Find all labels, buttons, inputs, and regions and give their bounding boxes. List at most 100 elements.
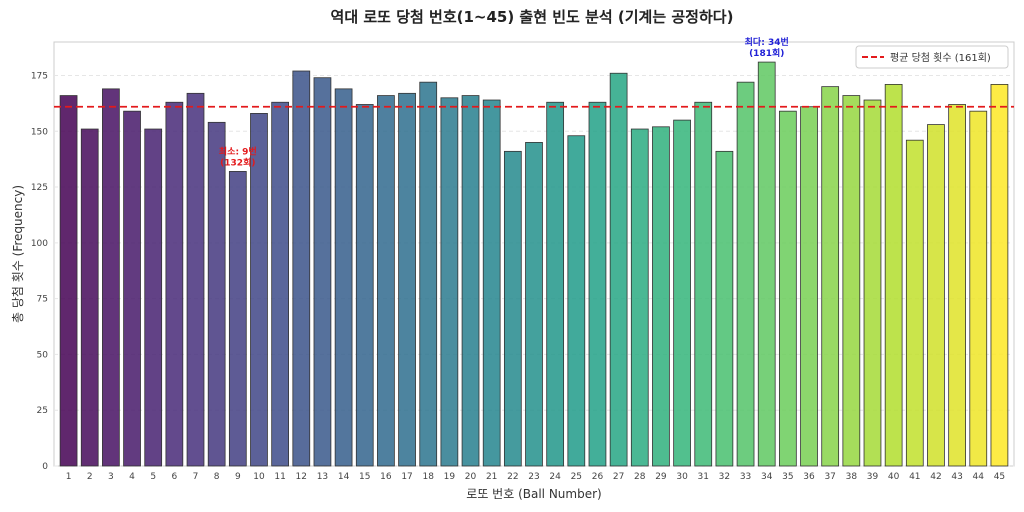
x-tick-label: 13 <box>317 472 328 482</box>
x-tick-label: 26 <box>592 472 604 482</box>
x-tick-label: 41 <box>909 472 920 482</box>
x-tick-label: 39 <box>867 472 879 482</box>
x-tick-label: 20 <box>465 472 477 482</box>
annotation-value: (132회) <box>220 156 255 168</box>
bar-8 <box>207 121 226 467</box>
bar-40 <box>884 84 903 467</box>
bar-2 <box>80 128 99 467</box>
x-tick-label: 44 <box>973 472 985 482</box>
x-tick-label: 45 <box>994 472 1005 482</box>
bar-7 <box>186 92 205 467</box>
x-tick-label: 11 <box>274 472 285 482</box>
x-tick-label: 31 <box>698 472 709 482</box>
y-tick-label: 100 <box>31 239 48 249</box>
bar-18 <box>419 81 438 467</box>
x-tick-label: 24 <box>549 472 561 482</box>
bar-39 <box>863 99 882 467</box>
bar-36 <box>800 106 818 467</box>
x-tick-label: 30 <box>676 472 688 482</box>
bar-45 <box>990 84 1009 467</box>
bar-38 <box>842 95 861 467</box>
x-tick-label: 32 <box>719 472 730 482</box>
x-tick-label: 1 <box>66 472 72 482</box>
bar-34 <box>757 61 776 467</box>
x-tick-label: 14 <box>338 472 350 482</box>
bar-25 <box>567 135 586 467</box>
legend-mean-label: 평균 당첨 횟수 (161회) <box>890 52 991 64</box>
x-tick-label: 2 <box>87 472 93 482</box>
bar-42 <box>927 124 945 467</box>
x-tick-label: 9 <box>235 472 241 482</box>
bar-10 <box>250 113 268 467</box>
y-tick-label: 175 <box>31 71 48 81</box>
annotation-value: (181회) <box>749 47 784 59</box>
bar-14 <box>334 88 353 467</box>
x-tick-label: 27 <box>613 472 624 482</box>
x-tick-label: 33 <box>740 472 751 482</box>
bar-24 <box>546 101 565 467</box>
x-axis-label: 로또 번호 (Ball Number) <box>466 487 601 501</box>
x-tick-label: 28 <box>634 472 646 482</box>
x-tick-label: 42 <box>930 472 941 482</box>
bar-44 <box>969 110 988 467</box>
x-tick-label: 36 <box>803 472 815 482</box>
legend: 평균 당첨 횟수 (161회) <box>855 45 1009 69</box>
x-tick-label: 16 <box>380 472 392 482</box>
x-tick-label: 18 <box>422 472 434 482</box>
bar-15 <box>355 104 374 467</box>
x-tick-label: 43 <box>951 472 962 482</box>
bar-3 <box>102 88 120 467</box>
bar-12 <box>292 70 311 467</box>
bar-20 <box>461 95 480 467</box>
annotation-label: 최다: 34번 <box>745 36 789 48</box>
bar-43 <box>948 104 966 467</box>
y-tick-labels: 0 25 50 75 100 125 150 175 <box>31 71 48 472</box>
y-tick-label: 150 <box>31 127 48 137</box>
x-tick-label: 8 <box>214 472 220 482</box>
y-tick-label: 25 <box>37 406 48 416</box>
x-tick-label: 38 <box>846 472 858 482</box>
bar-35 <box>779 110 797 467</box>
bar-1 <box>59 95 78 467</box>
x-tick-labels: 1 2 3 4 5 6 7 8 9 10 11 12 13 14 15 16 17 18 19 20 21 22 23 24 2… <box>66 472 1005 482</box>
bar-23 <box>525 142 543 467</box>
bar-22 <box>503 150 522 467</box>
x-tick-label: 25 <box>571 472 582 482</box>
bar-32 <box>715 150 734 467</box>
x-tick-label: 37 <box>824 472 835 482</box>
x-tick-label: 7 <box>193 472 199 482</box>
bars <box>59 61 1009 467</box>
bar-29 <box>652 126 670 467</box>
x-tick-label: 17 <box>401 472 412 482</box>
bar-27 <box>609 72 628 467</box>
x-tick-label: 29 <box>655 472 667 482</box>
x-tick-label: 40 <box>888 472 900 482</box>
bar-41 <box>905 139 924 467</box>
y-tick-label: 75 <box>37 295 48 305</box>
bar-4 <box>123 110 141 467</box>
bar-5 <box>144 128 163 467</box>
y-axis-label: 총 당첨 횟수 (Frequency) <box>11 185 25 323</box>
x-tick-label: 3 <box>108 472 114 482</box>
bar-21 <box>482 99 501 467</box>
x-tick-label: 10 <box>253 472 265 482</box>
annotations: 최소: 9번(132회) 최다: 34번(181회) <box>219 36 789 168</box>
x-tick-label: 34 <box>761 472 773 482</box>
bar-6 <box>165 101 184 467</box>
x-tick-label: 5 <box>150 472 156 482</box>
y-tick-label: 0 <box>42 462 48 472</box>
bar-19 <box>440 97 459 467</box>
chart-title: 역대 로또 당첨 번호(1~45) 출현 빈도 분석 (기계는 공정하다) <box>331 8 734 26</box>
x-tick-label: 23 <box>528 472 539 482</box>
x-tick-label: 21 <box>486 472 497 482</box>
bar-33 <box>736 81 755 467</box>
bar-31 <box>694 101 713 467</box>
x-tick-label: 35 <box>782 472 793 482</box>
x-tick-label: 15 <box>359 472 370 482</box>
bar-26 <box>588 101 607 467</box>
bar-30 <box>673 119 691 467</box>
x-tick-label: 22 <box>507 472 518 482</box>
bar-13 <box>313 77 332 467</box>
x-tick-label: 12 <box>296 472 307 482</box>
